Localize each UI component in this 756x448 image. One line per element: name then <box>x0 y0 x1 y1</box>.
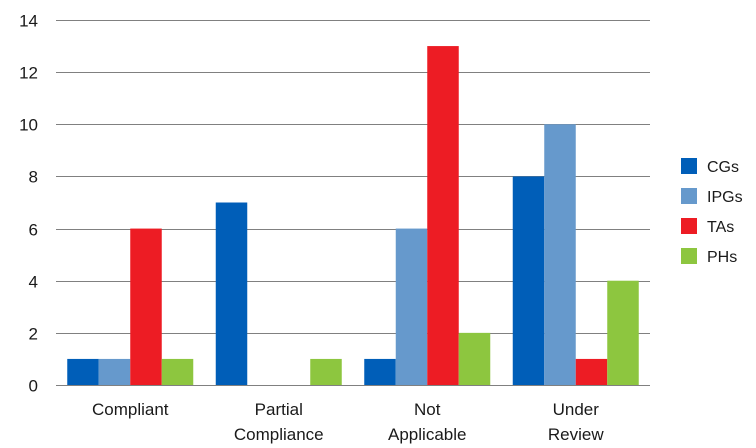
bar-cgs-0 <box>67 358 99 385</box>
bar-phs-2 <box>458 332 491 385</box>
y-tick-label: 4 <box>29 273 38 292</box>
legend-swatch-cgs <box>681 158 697 174</box>
x-axis-labels: Compliant Partial Compliance Not Applicable U… <box>92 400 604 444</box>
bar-tas-0 <box>130 228 162 385</box>
bar-cgs-1 <box>215 202 248 385</box>
y-tick-label: 0 <box>29 377 38 396</box>
y-tick-label: 6 <box>29 221 38 240</box>
bar-cgs-2 <box>364 358 396 385</box>
bar-ipgs-3 <box>544 124 576 386</box>
y-tick-label: 10 <box>19 116 38 135</box>
x-category-label: Compliant <box>92 400 169 419</box>
bar-tas-3 <box>575 358 608 385</box>
x-category-label: Review <box>548 425 604 444</box>
bar-phs-3 <box>607 280 639 385</box>
legend-label-phs: PHs <box>707 249 737 266</box>
x-category-label: Compliance <box>234 425 324 444</box>
bar-phs-1 <box>310 358 342 385</box>
x-category-label: Not <box>414 400 441 419</box>
y-tick-label: 2 <box>29 325 38 344</box>
bar-ipgs-0 <box>98 358 131 385</box>
legend: CGs IPGs TAs PHs <box>681 158 743 266</box>
legend-swatch-tas <box>681 218 697 234</box>
y-tick-label: 8 <box>29 168 38 187</box>
legend-swatch-ipgs <box>681 188 697 204</box>
bar-tas-2 <box>427 46 459 385</box>
legend-label-cgs: CGs <box>707 159 739 176</box>
x-category-label: Under <box>553 400 600 419</box>
y-axis-ticks: 0 2 4 6 8 10 12 14 <box>19 12 38 396</box>
y-tick-label: 12 <box>19 64 38 83</box>
legend-swatch-phs <box>681 248 697 264</box>
y-tick-label: 14 <box>19 12 38 31</box>
legend-label-tas: TAs <box>707 219 734 236</box>
legend-label-ipgs: IPGs <box>707 189 743 206</box>
x-category-label: Applicable <box>388 425 466 444</box>
x-category-label: Partial <box>255 400 303 419</box>
bar-cgs-3 <box>512 176 545 385</box>
bar-ipgs-2 <box>395 228 428 385</box>
bars <box>67 46 639 386</box>
bar-phs-0 <box>161 358 194 385</box>
